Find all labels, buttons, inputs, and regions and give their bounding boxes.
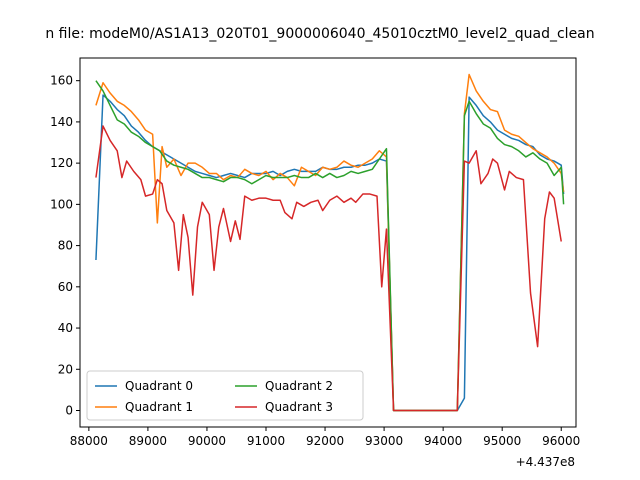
x-tick-label: 93000 <box>365 434 403 448</box>
legend-label: Quadrant 3 <box>265 400 333 414</box>
y-tick-label: 140 <box>50 115 73 129</box>
y-tick-label: 40 <box>58 321 73 335</box>
x-tick-label: 90000 <box>188 434 226 448</box>
chart-title: n file: modeM0/AS1A13_020T01_9000006040_… <box>45 26 594 42</box>
x-tick-label: 92000 <box>306 434 344 448</box>
legend-box <box>86 370 364 421</box>
y-tick-label: 160 <box>50 74 73 88</box>
x-offset-label: +4.437e8 <box>516 455 575 469</box>
y-tick-label: 100 <box>50 197 73 211</box>
series-line-3 <box>95 125 562 412</box>
x-tick-label: 94000 <box>424 434 462 448</box>
legend: Quadrant 0 Quadrant 1 Quadrant 2 Quadrant 3 <box>86 370 364 421</box>
legend-label: Quadrant 0 <box>125 379 193 393</box>
legend-label: Quadrant 2 <box>265 379 333 393</box>
y-tick-label: 80 <box>58 239 73 253</box>
x-tick-label: 96000 <box>542 434 580 448</box>
y-tick-label: 20 <box>58 362 73 376</box>
y-axis: 0 20 40 60 80 100 120 140 160 <box>50 74 80 418</box>
y-tick-label: 0 <box>65 404 73 418</box>
x-tick-label: 88000 <box>70 434 108 448</box>
x-axis: 88000 89000 90000 91000 92000 93000 94000 95000… <box>70 427 580 448</box>
x-tick-label: 91000 <box>247 434 285 448</box>
axes-frame <box>79 57 577 428</box>
series-line-0 <box>95 94 565 412</box>
y-tick-label: 120 <box>50 156 73 170</box>
plot-lines <box>95 73 565 412</box>
x-tick-label: 89000 <box>129 434 167 448</box>
legend-label: Quadrant 1 <box>125 400 193 414</box>
y-tick-label: 60 <box>58 280 73 294</box>
series-line-1 <box>95 73 565 412</box>
series-line-2 <box>95 80 565 412</box>
x-tick-label: 95000 <box>483 434 521 448</box>
